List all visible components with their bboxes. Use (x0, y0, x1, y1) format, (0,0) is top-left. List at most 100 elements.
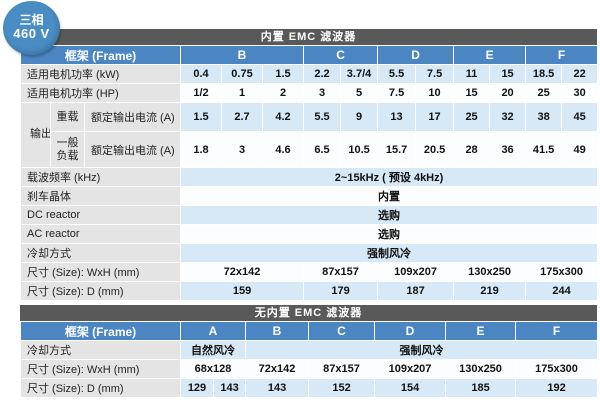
frame-c-cell: C (303, 45, 379, 65)
badge-voltage-text: 460 V (13, 26, 50, 42)
value-cell: 41.5 (525, 131, 563, 168)
value-cell: 2.2 (303, 64, 342, 84)
value-cell: 179 (303, 281, 379, 301)
row-size-wxh: 尺寸 (Size): WxH (mm) 68x128 72x142 87x157… (20, 359, 599, 379)
row-label: 适用电机功率 (HP) (20, 83, 181, 103)
value-cell: 2 (261, 83, 305, 103)
heavy-load-label: 重载 (50, 102, 85, 132)
value-cell: 72x142 (245, 359, 310, 379)
row-size-wxh: 尺寸 (Size): WxH (mm) 72x142 87x157 109x20… (20, 262, 599, 282)
frame-c-cell: C (308, 321, 376, 341)
value-cell: 130x250 (453, 262, 527, 282)
value-cell: 72x142 (179, 262, 305, 282)
phase-voltage-badge: 三相 460 V (3, 1, 60, 55)
natural-cooling-value: 自然风冷 (179, 340, 247, 360)
row-size-depth: 尺寸 (Size): D (mm) 159 179 187 219 244 (20, 281, 599, 301)
value-cell: 175x300 (515, 359, 599, 379)
row-label: 尺寸 (Size): D (mm) (20, 378, 181, 398)
value-cell: 129 (180, 378, 214, 398)
value-cell: 1 (221, 83, 263, 103)
frame-d-cell: D (377, 45, 455, 65)
value-cell: 3 (221, 131, 263, 168)
value-cell: 1.5 (180, 102, 222, 132)
value-cell: 36 (489, 131, 527, 168)
value-cell: 49 (561, 131, 599, 168)
value-cell: 10.5 (340, 131, 379, 168)
value-cell: 18.5 (525, 64, 563, 84)
value-cell: 192 (515, 378, 599, 398)
value-cell: 32 (489, 102, 527, 132)
frame-d-cell: D (374, 321, 447, 341)
forced-cooling-value: 强制风冷 (245, 340, 599, 360)
value-cell: 219 (453, 281, 527, 301)
value-cell: 15 (489, 64, 527, 84)
row-heavy-duty-current: 输出 重载 额定输出电流 (A) 1.5 2.7 4.2 5.5 9 13 17 25 32 38… (20, 102, 599, 168)
value-cell: 159 (179, 281, 305, 301)
row-ac-reactor: AC reactor 选购 (20, 224, 599, 244)
row-size-depth: 尺寸 (Size): D (mm) 129 143 143 152 154 185 192 (20, 378, 599, 398)
value-cell: 3 (303, 83, 342, 103)
row-dc-reactor: DC reactor 选购 (20, 205, 599, 225)
value-cell: 10 (415, 83, 455, 103)
value-cell: 15 (453, 83, 491, 103)
value-cell: 1.5 (261, 64, 305, 84)
value-cell: 244 (525, 281, 599, 301)
value-cell: 45 (561, 102, 599, 132)
value-cell: 143 (212, 378, 247, 398)
frame-label-cell: 框架 (Frame) (20, 321, 181, 341)
value-cell: 152 (308, 378, 376, 398)
normal-load-label: 一般负载 (50, 131, 85, 168)
value-cell: 11 (453, 64, 491, 84)
row-label: DC reactor (20, 205, 181, 225)
row-label: 尺寸 (Size): D (mm) (20, 281, 181, 301)
value-cell: 87x157 (303, 262, 379, 282)
value-cell: 0.4 (180, 64, 222, 84)
no-emc-title-bar: 无内置 EMC 滤波器 (20, 305, 597, 321)
output-group-label: 输出 (20, 102, 51, 168)
rated-current-label: 额定输出电流 (A) (84, 131, 181, 168)
frame-e-cell: E (453, 45, 527, 65)
row-carrier-frequency: 载波频率 (kHz) 2~15kHz ( 预设 4kHz) (20, 167, 599, 187)
value-cell: 4.6 (261, 131, 305, 168)
emc-title-bar: 内置 EMC 滤波器 (20, 29, 597, 45)
rated-current-label: 额定输出电流 (A) (84, 102, 181, 132)
value-cell: 109x207 (377, 262, 455, 282)
row-label: AC reactor (20, 224, 181, 244)
brake-chopper-value: 内置 (179, 186, 599, 206)
row-cooling-method: 冷却方式 强制风冷 (20, 243, 599, 263)
row-normal-duty-current: 一般负载 额定输出电流 (A) 1.8 3 4.6 6.5 10.5 15.7 20.5 28… (21, 131, 599, 168)
row-motor-power-kw: 适用电机功率 (kW) 0.4 0.75 1.5 2.2 3.7/4 5.5 7.5 11 15… (20, 64, 599, 84)
value-cell: 4.2 (261, 102, 305, 132)
value-cell: 20 (489, 83, 527, 103)
emc-filter-table: 框架 (Frame) B C D E F 适用电机功率 (kW) 0.4 0.75… (20, 45, 599, 301)
frame-label-cell: 框架 (Frame) (20, 45, 181, 65)
carrier-frequency-value: 2~15kHz ( 预设 4kHz) (179, 167, 599, 187)
frame-f-cell: F (525, 45, 599, 65)
value-cell: 175x300 (525, 262, 599, 282)
ac-reactor-value: 选购 (179, 224, 599, 244)
row-label: 尺寸 (Size): WxH (mm) (20, 262, 181, 282)
value-cell: 185 (445, 378, 517, 398)
value-cell: 109x207 (374, 359, 447, 379)
frame-b-cell: B (245, 321, 310, 341)
row-motor-power-hp: 适用电机功率 (HP) 1/2 1 2 3 5 7.5 10 15 20 25 30 (20, 83, 599, 103)
value-cell: 154 (374, 378, 447, 398)
value-cell: 13 (377, 102, 417, 132)
value-cell: 143 (245, 378, 310, 398)
frame-header-row: 框架 (Frame) B C D E F (20, 45, 599, 65)
badge-phase-text: 三相 (19, 13, 44, 28)
row-label: 冷却方式 (20, 340, 181, 360)
value-cell: 7.5 (377, 83, 417, 103)
value-cell: 25 (525, 83, 563, 103)
no-emc-filter-table: 框架 (Frame) A B C D E F 冷却方式 自然风冷 强制风冷 尺寸… (20, 321, 599, 398)
value-cell: 25 (453, 102, 491, 132)
value-cell: 5.5 (303, 102, 342, 132)
value-cell: 17 (415, 102, 455, 132)
frame-e-cell: E (445, 321, 517, 341)
value-cell: 3.7/4 (340, 64, 379, 84)
value-cell: 9 (340, 102, 379, 132)
row-brake-chopper: 刹车晶体 内置 (20, 186, 599, 206)
value-cell: 2.7 (221, 102, 263, 132)
value-cell: 38 (525, 102, 563, 132)
value-cell: 30 (561, 83, 599, 103)
